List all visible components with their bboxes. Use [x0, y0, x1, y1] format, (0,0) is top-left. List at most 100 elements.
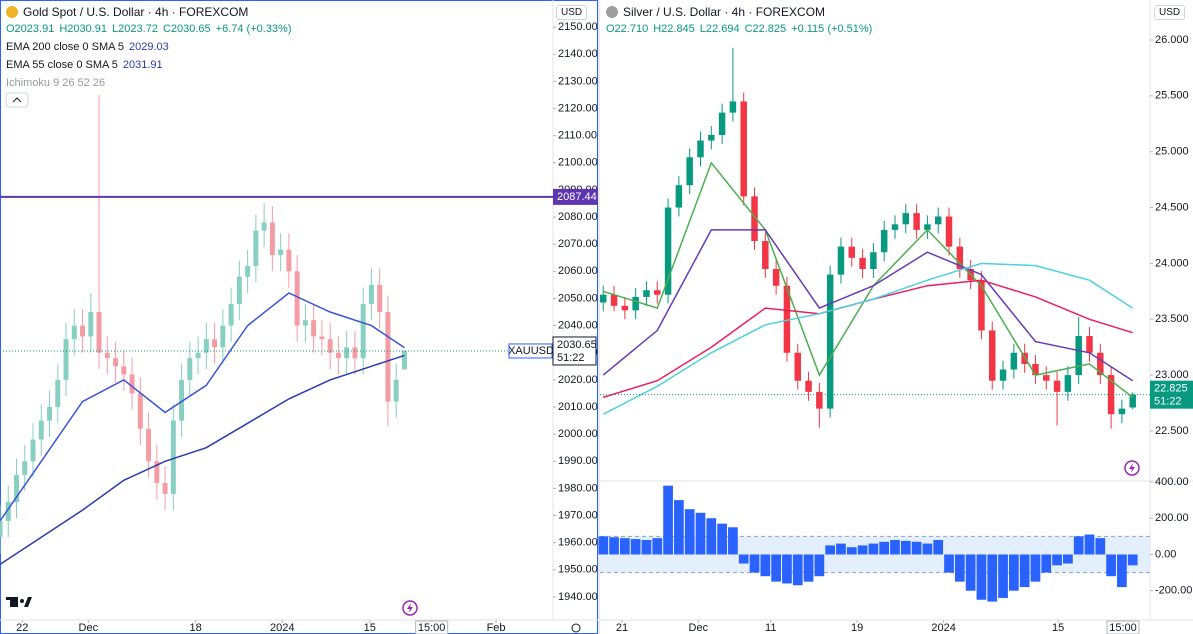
- candle-body: [401, 350, 407, 370]
- histogram-bar: [1052, 554, 1062, 566]
- histogram-bar: [738, 554, 749, 564]
- y-tick-label: 24.500: [1155, 201, 1189, 213]
- histogram-bar: [630, 539, 641, 555]
- y-tick-label: 1970.00: [558, 509, 598, 521]
- indicator-name: EMA 200 close 0 SMA 5: [6, 41, 125, 53]
- pane: -200.00 0.00 200.00 400.00: [598, 476, 1192, 602]
- candle-body: [880, 229, 888, 253]
- x-tick-label: 18: [189, 622, 201, 634]
- y-tick-label: 26.000: [1155, 34, 1189, 46]
- candle-body: [816, 391, 823, 409]
- price-label: 22.825: [1154, 383, 1188, 395]
- histogram-bar: [771, 554, 781, 582]
- currency-button[interactable]: USD: [556, 5, 588, 20]
- y-tick-label: 2020.00: [558, 374, 598, 386]
- candle-body: [30, 439, 36, 462]
- countdown-label: 51:22: [557, 352, 585, 364]
- candle-body: [80, 325, 86, 337]
- candle-body: [1086, 336, 1093, 353]
- pane: 22.500 23.000 23.500 24.000 24.500 25.000 25.5…: [600, 34, 1193, 634]
- histogram-bar: [598, 536, 609, 555]
- candle-body: [393, 379, 399, 402]
- candle-body: [675, 185, 683, 208]
- y-tick-label: 1950.00: [558, 564, 598, 576]
- histogram-bar: [954, 554, 965, 582]
- candle-body: [848, 246, 856, 258]
- candle-body: [38, 420, 44, 440]
- histogram-bar: [825, 545, 836, 555]
- candle-body: [621, 305, 629, 311]
- symbol-label: XAUUSD: [508, 345, 554, 357]
- indicator-name: EMA 55 close 0 SMA 5: [6, 59, 118, 71]
- candle-body: [718, 112, 726, 135]
- hline-label: 2087.44: [557, 191, 597, 203]
- price-box: [1150, 380, 1193, 409]
- currency-button[interactable]: USD: [1154, 5, 1186, 20]
- collapse-button[interactable]: [5, 92, 29, 108]
- candle-body: [63, 339, 69, 380]
- candle-body: [14, 474, 19, 502]
- candle-body: [654, 290, 661, 295]
- candle-body: [269, 222, 275, 256]
- histogram-bar: [1073, 536, 1084, 555]
- candle-body: [1053, 380, 1061, 392]
- candle-body: [195, 352, 201, 359]
- histogram-bar: [1030, 554, 1041, 582]
- candle-body: [96, 312, 102, 353]
- quote-value: O22.710: [606, 23, 649, 35]
- histogram-bar: [609, 537, 619, 555]
- indicator-name: Ichimoku 9 26 52 26: [6, 77, 106, 89]
- histogram-bar: [900, 540, 911, 555]
- candle-body: [302, 320, 308, 326]
- y-tick-label: 1990.00: [558, 455, 598, 467]
- y-tick-label: 2010.00: [558, 401, 598, 413]
- histogram-bar: [944, 554, 954, 573]
- candle-body: [245, 265, 251, 277]
- histogram-bar: [846, 547, 857, 555]
- symbol-box: [508, 343, 553, 359]
- y-tick-label: 2120.00: [558, 102, 598, 114]
- histogram-bar: [1106, 554, 1116, 577]
- candle-body: [837, 246, 845, 275]
- x-tick-label: 2024: [931, 622, 955, 634]
- indicator-row: EMA 200 close 0 SMA 5 2029.03: [6, 41, 174, 53]
- histogram-bar: [619, 538, 630, 555]
- y-tick-label: 2140.00: [558, 48, 598, 60]
- y-tick-label: 24.000: [1155, 257, 1189, 269]
- candle-body: [826, 274, 834, 409]
- legend-title: Gold Spot / U.S. Dollar · 4h · FOREXCOM: [6, 5, 253, 19]
- candle-body: [924, 224, 931, 230]
- y-tick-label: 2130.00: [558, 75, 598, 87]
- y-tick-label: 23.000: [1155, 369, 1189, 381]
- x-tick-label: 19: [851, 622, 863, 634]
- candle-body: [385, 312, 391, 402]
- candle-body: [1097, 352, 1104, 376]
- x-time-box: [415, 620, 449, 634]
- quote-value: C22.825: [744, 23, 787, 35]
- quote-value: C2030.65: [162, 23, 211, 35]
- y-tick-label: -200.00: [1155, 585, 1192, 597]
- quote-value: +6.74 (+0.33%): [215, 23, 292, 35]
- candle-body: [5, 501, 11, 521]
- quote-value: L22.694: [699, 23, 740, 35]
- y-tick-label: 22.500: [1155, 425, 1189, 437]
- histogram-bar: [814, 554, 825, 577]
- indicator-line: [0, 292, 405, 522]
- candle-body: [0, 520, 3, 538]
- histogram-bar: [695, 512, 706, 555]
- y-tick-label: 2150.00: [558, 21, 598, 33]
- x-tick-label: 2024: [270, 622, 294, 634]
- candle-body: [859, 257, 866, 269]
- candle-body: [1032, 363, 1039, 376]
- candle-body: [697, 140, 704, 158]
- y-tick-label: 2040.00: [558, 320, 598, 332]
- lightning-icon: [1124, 460, 1140, 476]
- title: Gold Spot / U.S. Dollar · 4h · FOREXCOM: [23, 5, 249, 19]
- histogram-bar: [663, 485, 673, 555]
- candle-body: [664, 207, 672, 295]
- candle-body: [1064, 375, 1072, 392]
- settings-icon[interactable]: [571, 623, 581, 633]
- histogram-bar: [868, 543, 879, 555]
